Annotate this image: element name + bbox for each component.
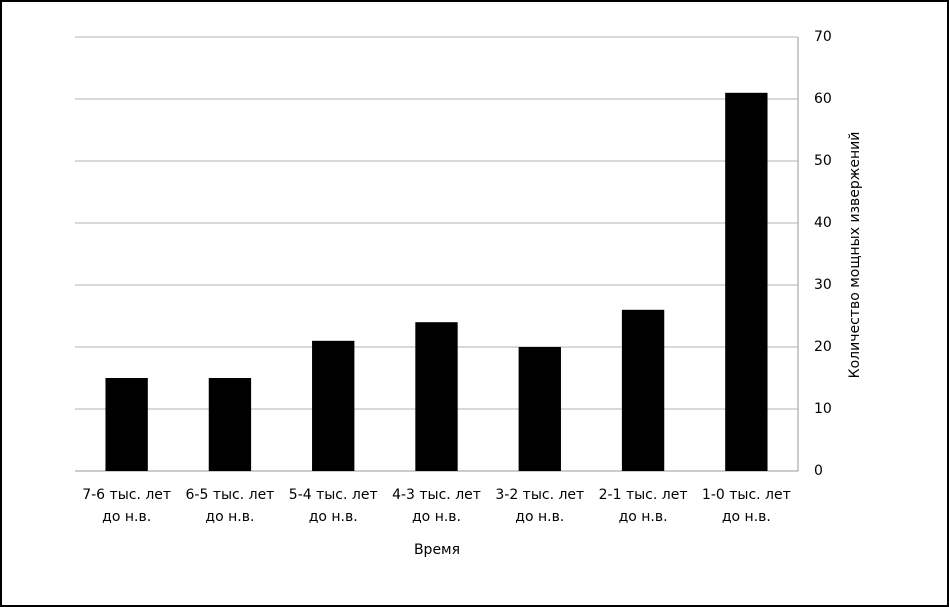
x-tick-label: 5-4 тыс. лет до н.в.: [288, 487, 378, 525]
x-tick-label: 7-6 тыс. лет до н.в.: [82, 487, 172, 525]
bar: [621, 309, 665, 471]
x-tick-label: 6-5 тыс. лет до н.в.: [185, 487, 275, 525]
y-tick-label: 40: [814, 215, 832, 231]
bar: [415, 322, 458, 471]
y-tick-label: 0: [814, 463, 823, 479]
y-tick-label: 10: [814, 401, 832, 417]
bar: [105, 378, 148, 471]
bar: [725, 92, 768, 472]
x-axis-title: Время: [414, 542, 460, 558]
y-tick-label: 20: [814, 339, 832, 355]
x-tick-label: 1-0 тыс. лет до н.в.: [701, 487, 791, 525]
bar: [312, 340, 355, 471]
x-tick-label: 2-1 тыс. лет до н.в.: [598, 487, 688, 525]
y-tick-label: 50: [814, 153, 832, 169]
x-tick-label: 3-2 тыс. лет до н.в.: [495, 487, 585, 525]
y-tick-label: 60: [814, 91, 832, 107]
y-tick-label: 30: [814, 277, 832, 293]
bar: [518, 347, 561, 471]
x-tick-label: 4-3 тыс. лет до н.в.: [392, 487, 481, 525]
y-axis-title: Количество мощных извержений: [847, 132, 863, 379]
bar: [208, 378, 252, 471]
y-tick-label: 70: [814, 29, 832, 45]
